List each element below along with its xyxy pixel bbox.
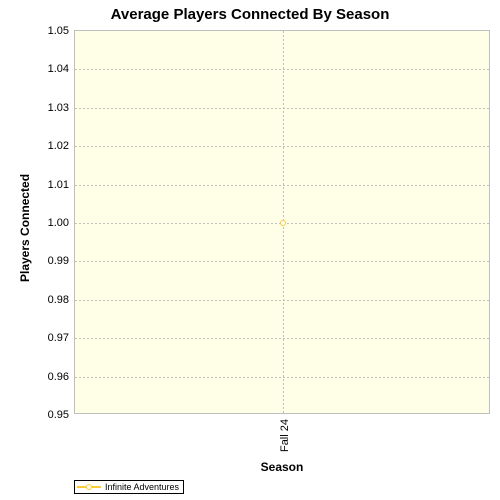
grid-line-h <box>75 377 489 378</box>
legend-swatch <box>77 486 101 488</box>
y-tick-label: 1.01 <box>48 179 75 191</box>
grid-line-h <box>75 300 489 301</box>
y-tick-label: 0.99 <box>48 255 75 267</box>
y-tick-label: 1.04 <box>48 63 75 75</box>
grid-line-h <box>75 108 489 109</box>
data-marker <box>280 220 286 226</box>
grid-line-h <box>75 338 489 339</box>
y-tick-label: 0.97 <box>48 332 75 344</box>
plot-area: 0.950.960.970.980.991.001.011.021.031.04… <box>74 30 490 414</box>
y-axis-label: Players Connected <box>18 174 32 282</box>
grid-line-h <box>75 261 489 262</box>
x-tick-label: Fall 24 <box>279 419 291 452</box>
y-tick-label: 0.98 <box>48 294 75 306</box>
legend-marker-icon <box>86 484 92 490</box>
y-tick-label: 1.05 <box>48 25 75 37</box>
chart-title: Average Players Connected By Season <box>0 6 500 23</box>
y-tick-label: 0.96 <box>48 371 75 383</box>
x-axis-label: Season <box>74 460 490 474</box>
y-tick-label: 0.95 <box>48 409 75 421</box>
legend: Infinite Adventures <box>74 480 184 494</box>
chart-container: Average Players Connected By Season 0.95… <box>0 0 500 500</box>
y-tick-label: 1.03 <box>48 102 75 114</box>
grid-line-h <box>75 69 489 70</box>
y-tick-label: 1.00 <box>48 217 75 229</box>
y-tick-label: 1.02 <box>48 140 75 152</box>
legend-label: Infinite Adventures <box>105 482 179 492</box>
grid-line-h <box>75 146 489 147</box>
grid-line-h <box>75 185 489 186</box>
